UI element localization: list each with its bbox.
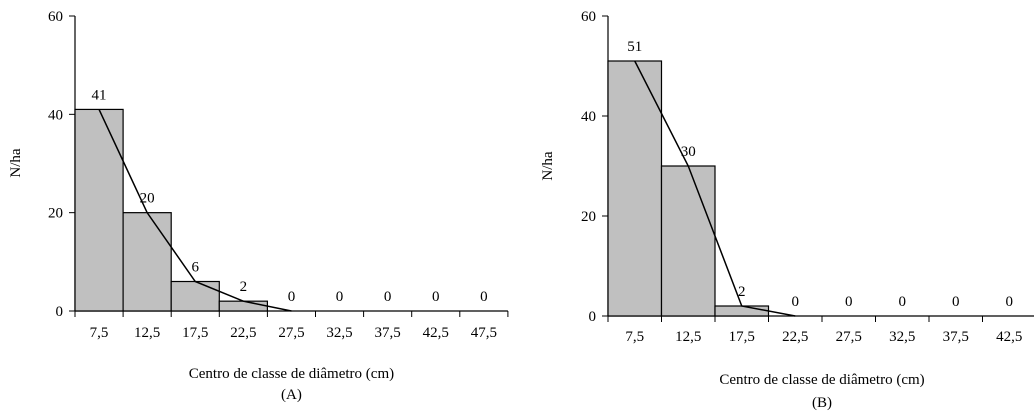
chart-a-x-tick-label: 32,5 xyxy=(326,325,352,341)
chart-a-x-tick-label: 7,5 xyxy=(90,325,109,341)
chart-a-x-axis-title: Centro de classe de diâmetro (cm) xyxy=(189,366,394,382)
chart-b-data-label: 0 xyxy=(1006,294,1014,310)
chart-a-data-label: 0 xyxy=(480,289,488,305)
chart-b-panel-label: (B) xyxy=(812,395,832,411)
chart-b-y-tick-label: 0 xyxy=(589,309,597,325)
chart-a-x-tick-label: 12,5 xyxy=(134,325,160,341)
chart-a-x-tick-label: 22,5 xyxy=(230,325,256,341)
chart-a-y-axis-title: N/ha xyxy=(8,148,24,178)
chart-a-data-label: 6 xyxy=(192,260,200,276)
chart-b-data-label: 0 xyxy=(899,294,907,310)
chart-b-data-label: 0 xyxy=(792,294,800,310)
chart-a-y-tick-label: 20 xyxy=(48,206,63,222)
chart-b-x-tick-label: 42,5 xyxy=(996,329,1022,345)
chart-b-data-label: 51 xyxy=(627,39,642,55)
chart-a-data-label: 2 xyxy=(240,279,248,295)
chart-a-data-label: 0 xyxy=(384,289,392,305)
chart-a-y-tick-label: 40 xyxy=(48,107,63,123)
chart-a-data-label: 0 xyxy=(432,289,440,305)
chart-b-trend-line xyxy=(634,60,796,317)
chart-b-y-tick-label: 40 xyxy=(581,109,596,125)
chart-a-trend-line xyxy=(98,109,292,312)
chart-b-x-axis-title: Centro de classe de diâmetro (cm) xyxy=(719,372,924,388)
chart-a-y-tick-label: 60 xyxy=(48,9,63,25)
chart-a-bar xyxy=(170,280,220,312)
chart-b-y-tick-label: 20 xyxy=(581,209,596,225)
chart-a-data-label: 20 xyxy=(140,191,155,207)
chart-b-data-label: 30 xyxy=(681,144,696,160)
chart-b-bar xyxy=(607,60,663,317)
chart-b-bar xyxy=(714,305,770,317)
chart-b-bar xyxy=(660,165,716,317)
chart-a-x-tick-label: 27,5 xyxy=(278,325,304,341)
chart-a-x-tick-label: 17,5 xyxy=(182,325,208,341)
chart-b-y-tick-label: 60 xyxy=(581,9,596,25)
chart-b-data-label: 0 xyxy=(845,294,853,310)
chart-b-x-tick-label: 37,5 xyxy=(943,329,969,345)
chart-b-x-tick-label: 17,5 xyxy=(729,329,755,345)
chart-a-x-tick-label: 37,5 xyxy=(375,325,401,341)
chart-b-data-label: 0 xyxy=(952,294,960,310)
chart-a-y-tick-label: 0 xyxy=(56,304,64,320)
chart-b-x-tick-label: 12,5 xyxy=(675,329,701,345)
chart-b-x-tick-label: 32,5 xyxy=(889,329,915,345)
chart-a-bar xyxy=(122,212,172,312)
chart-a-data-label: 0 xyxy=(288,289,296,305)
chart-b-x-tick-label: 7,5 xyxy=(625,329,644,345)
chart-b-data-label: 2 xyxy=(738,284,746,300)
chart-a-x-tick-label: 47,5 xyxy=(471,325,497,341)
chart-a-data-label: 41 xyxy=(92,87,107,103)
chart-b-y-axis-title: N/ha xyxy=(540,151,556,181)
chart-a-panel-label: (A) xyxy=(281,387,302,403)
chart-a-data-label: 0 xyxy=(336,289,344,305)
chart-a-x-tick-label: 42,5 xyxy=(423,325,449,341)
chart-b-x-tick-label: 22,5 xyxy=(782,329,808,345)
chart-a-bar xyxy=(218,300,269,312)
chart-a-bar xyxy=(74,108,124,312)
chart-b-x-tick-label: 27,5 xyxy=(836,329,862,345)
